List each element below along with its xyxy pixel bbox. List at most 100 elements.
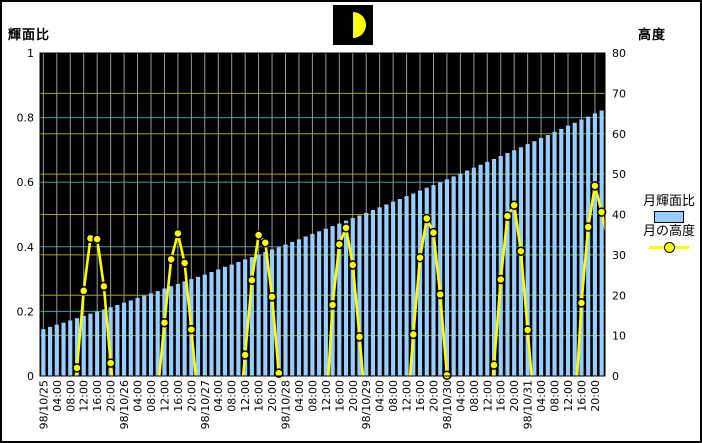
moon-fraction-bar: [579, 119, 584, 377]
altitude-marker: [590, 181, 600, 191]
moon-fraction-bar: [61, 322, 66, 376]
right-axis-tick-label: 30: [612, 249, 626, 262]
left-axis-title: 輝面比: [8, 28, 51, 43]
moon-fraction-bar: [424, 187, 429, 376]
moon-fraction-bar: [323, 228, 328, 376]
moon-fraction-bar: [236, 261, 241, 376]
altitude-marker: [489, 360, 499, 370]
altitude-marker: [267, 292, 277, 302]
altitude-marker: [408, 329, 419, 340]
x-axis-tick-label: 04:00: [535, 380, 548, 412]
altitude-marker: [240, 350, 250, 360]
moon-fraction-bar: [417, 190, 423, 376]
moon-fraction-bar: [465, 170, 470, 376]
moon-fraction-bar: [485, 161, 490, 376]
moon-fraction-bar: [256, 254, 261, 376]
x-axis-tick-label: 04:00: [454, 380, 467, 412]
moon-fraction-bar: [303, 236, 308, 376]
altitude-marker: [341, 223, 351, 233]
x-axis-tick-label: 12:00: [481, 380, 494, 412]
altitude-polyline: [491, 203, 533, 376]
legend-line-marker: [649, 241, 689, 253]
right-axis-title: 高度: [638, 28, 667, 43]
moon-fraction-bar: [101, 309, 106, 376]
altitude-marker: [186, 324, 197, 335]
moon-fraction-bar: [451, 176, 456, 376]
x-axis-tick-label: 98/10/28: [280, 380, 293, 429]
legend-bar-swatch: [654, 211, 684, 223]
altitude-marker: [92, 234, 102, 244]
moon-fraction-bar: [337, 223, 342, 376]
x-axis-tick-label: 08:00: [226, 380, 239, 412]
moon-fraction-bar: [370, 209, 376, 376]
moon-fraction-bar: [296, 239, 302, 376]
altitude-marker: [502, 211, 513, 221]
moon-fraction-bar: [276, 247, 281, 376]
altitude-marker: [99, 281, 109, 292]
x-axis-tick-label: 20:00: [105, 380, 118, 412]
moon-fraction-bar: [343, 220, 349, 376]
altitude-marker: [334, 239, 345, 250]
moon-fraction-bar: [81, 315, 86, 376]
moon-fraction-bar: [169, 286, 174, 376]
legend-bar-label: 月輝面比: [642, 194, 695, 209]
moon-fraction-bars: [41, 110, 604, 377]
x-axis-tick-label: 04:00: [51, 380, 64, 412]
left-axis-ticks: 1 0.8 0.6 0.4 0.2 0: [17, 47, 35, 383]
altitude-marker: [516, 246, 526, 256]
left-axis-tick-label: 0.6: [17, 176, 35, 189]
moon-fraction-bar: [175, 283, 180, 376]
x-axis-tick-label: 16:00: [253, 380, 266, 412]
moon-fraction-bar: [128, 300, 133, 376]
moon-fraction-bar: [599, 110, 604, 376]
x-axis-tick-label: 08:00: [145, 380, 158, 412]
altitude-marker: [415, 252, 425, 263]
altitude-marker: [348, 260, 358, 270]
moon-fraction-bar: [357, 215, 362, 376]
x-axis-tick-label: 12:00: [239, 380, 252, 412]
moon-fraction-bar: [532, 141, 537, 376]
moon-fraction-bar: [263, 251, 268, 376]
x-axis-tick-label: 12:00: [401, 380, 414, 412]
altitude-marker: [428, 227, 439, 238]
moon-fraction-bar: [229, 264, 234, 376]
altitude-marker: [576, 298, 587, 308]
x-axis-tick-label: 08:00: [549, 380, 562, 412]
altitude-marker: [522, 325, 533, 335]
moon-fraction-bar: [491, 158, 497, 376]
x-axis-tick-label: 12:00: [320, 380, 333, 412]
moon-fraction-bar: [48, 326, 53, 376]
x-axis-tick-label: 12:00: [158, 380, 171, 412]
left-axis-tick-label: 1: [27, 47, 34, 60]
x-axis-tick-label: 16:00: [575, 380, 588, 412]
moon-fraction-bar: [290, 241, 295, 376]
right-axis-tick-label: 40: [612, 209, 626, 222]
x-axis-tick-label: 04:00: [293, 380, 306, 412]
moon-fraction-bar: [404, 196, 409, 376]
x-axis-tick-label: 12:00: [562, 380, 575, 412]
x-axis-tick-label: 16:00: [414, 380, 427, 412]
moon-fraction-bar: [269, 249, 275, 376]
altitude-polyline: [408, 217, 449, 376]
moon-fraction-bar: [565, 125, 571, 376]
moon-fraction-bar: [572, 122, 577, 376]
x-axis-tick-label: 20:00: [347, 380, 360, 412]
moon-fraction-bar: [108, 307, 113, 376]
moon-fraction-bar: [438, 182, 443, 376]
moon-fraction-bar: [222, 266, 228, 376]
right-axis-tick-label: 10: [612, 330, 626, 343]
moon-fraction-bar: [216, 269, 221, 376]
altitude-marker: [179, 258, 190, 268]
altitude-marker: [354, 332, 365, 342]
moon-fraction-bar: [592, 113, 597, 376]
altitude-marker: [435, 289, 445, 300]
altitude-marker: [596, 207, 607, 217]
right-axis-tick-label: 20: [612, 289, 626, 302]
altitude-marker: [442, 370, 452, 380]
right-axis-tick-label: 70: [612, 87, 626, 100]
x-axis-tick-label: 20:00: [427, 380, 440, 412]
horizontal-gridlines: [40, 92, 605, 337]
chart-legend: 月輝面比 月の高度: [636, 194, 702, 253]
left-axis-tick-label: 0.4: [17, 241, 35, 254]
